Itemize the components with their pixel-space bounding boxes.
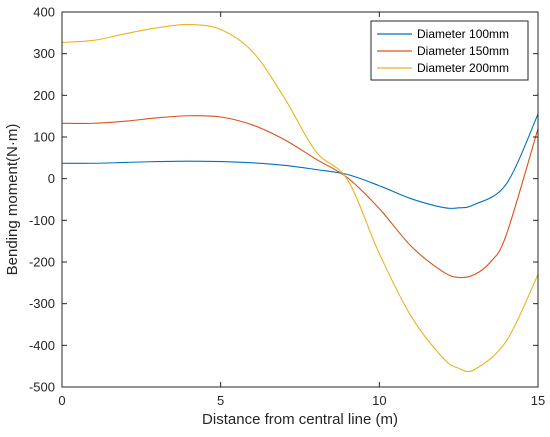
y-tick-label: 0 — [48, 171, 55, 186]
y-tick-label: -100 — [29, 213, 55, 228]
x-tick-label: 10 — [372, 393, 386, 408]
x-tick-label: 5 — [217, 393, 224, 408]
series-line-1 — [61, 113, 539, 209]
y-tick-label: -200 — [29, 255, 55, 270]
legend-entry-3: Diameter 200mm — [417, 61, 509, 75]
y-tick-label: -400 — [29, 338, 55, 353]
y-tick-label: 300 — [33, 46, 55, 61]
series-line-2 — [61, 115, 539, 279]
y-tick-label: 100 — [33, 130, 55, 145]
y-tick-label: 400 — [33, 5, 55, 20]
legend-entry-1: Diameter 100mm — [417, 27, 509, 41]
y-tick-label: -300 — [29, 296, 55, 311]
axis-ticks: 0 5 10 15 -500 -400 -300 -200 -100 0 100 200 300 400 — [29, 5, 545, 409]
y-tick-label: -500 — [29, 380, 55, 395]
legend-entry-2: Diameter 150mm — [417, 44, 509, 58]
legend: Diameter 100mm Diameter 150mm Diameter 200… — [370, 20, 529, 81]
x-tick-label: 0 — [58, 393, 65, 408]
series-layer — [61, 23, 539, 373]
y-tick-label: 200 — [33, 88, 55, 103]
x-axis-label: Distance from central line (m) — [202, 411, 398, 428]
plot-border — [61, 11, 539, 388]
y-axis-label: Bending moment(N·m) — [4, 124, 21, 276]
x-tick-label: 15 — [531, 393, 545, 408]
series-line-3 — [61, 23, 539, 373]
